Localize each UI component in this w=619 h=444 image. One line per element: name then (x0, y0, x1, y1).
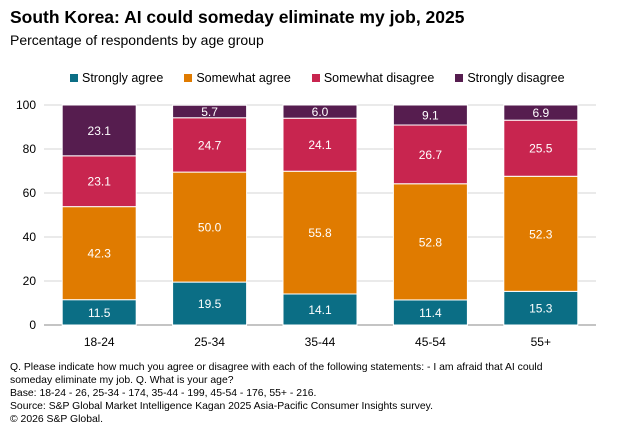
legend-label: Strongly disagree (467, 71, 565, 85)
x-tick-label: 55+ (531, 335, 551, 349)
data-label: 11.4 (419, 306, 442, 320)
footnote-base: Base: 18-24 - 26, 25-34 - 174, 35-44 - 1… (10, 388, 317, 399)
bar-segment-strongly-disagree (172, 104, 248, 119)
data-label: 14.1 (308, 303, 332, 317)
data-label: 24.7 (198, 138, 222, 152)
data-label: 11.5 (88, 306, 111, 320)
bar-segment-strongly-disagree (61, 104, 137, 157)
legend-item-somewhat-disagree: Somewhat disagree (311, 71, 435, 85)
bar-segment-somewhat-disagree (172, 117, 248, 173)
bar-segment-somewhat-disagree (392, 124, 468, 185)
data-label: 6.9 (532, 106, 549, 120)
bar-segment-somewhat-disagree (61, 155, 137, 208)
data-label: 26.7 (419, 148, 443, 162)
data-label: 25.5 (529, 142, 553, 156)
bar-segment-strongly-agree (61, 299, 137, 326)
bar-segment-somewhat-agree (282, 170, 358, 295)
bar-segment-strongly-disagree (503, 104, 579, 121)
data-label: 50.0 (198, 221, 222, 235)
legend-label: Strongly agree (82, 71, 164, 85)
data-label: 19.5 (198, 297, 222, 311)
y-tick-label: 20 (23, 274, 37, 288)
legend-label: Somewhat disagree (323, 71, 435, 85)
data-label: 9.1 (422, 109, 439, 123)
y-tick-label: 60 (23, 186, 37, 200)
bar-segment-somewhat-disagree (282, 117, 358, 172)
data-label: 5.7 (201, 105, 218, 119)
footnote-source: Source: S&P Global Market Intelligence K… (10, 401, 433, 412)
stacked-bar-chart: 0 20 40 60 80 100 11.5 42.3 23.1 23.1 18-24 19.5 50.… (16, 98, 596, 349)
y-tick-label: 100 (16, 98, 36, 112)
x-tick-label: 18-24 (84, 335, 115, 349)
legend-swatch (311, 74, 320, 82)
x-tick-label: 45-54 (415, 335, 446, 349)
chart-subtitle: Percentage of respondents by age group (10, 32, 264, 48)
data-label: 42.3 (88, 247, 112, 261)
y-tick-label: 0 (29, 318, 36, 332)
data-label: 23.1 (88, 175, 112, 189)
chart-legend: Strongly agree Somewhat agree Somewhat dis… (70, 70, 586, 86)
data-label: 52.8 (419, 235, 443, 249)
bar-segment-somewhat-agree (503, 175, 579, 292)
bar-segment-strongly-agree (172, 281, 248, 326)
bar-segment-strongly-agree (282, 293, 358, 326)
legend-swatch (455, 74, 464, 82)
x-tick-label: 35-44 (305, 335, 336, 349)
bar-segment-strongly-agree (503, 290, 579, 326)
bar-segment-somewhat-agree (172, 171, 248, 283)
data-label: 55.8 (308, 226, 332, 240)
footnote-copyright: © 2026 S&P Global. (10, 414, 103, 425)
chart-title: South Korea: AI could someday eliminate … (10, 7, 465, 27)
legend-item-somewhat-agree: Somewhat agree (184, 71, 291, 85)
y-tick-label: 40 (23, 230, 37, 244)
data-label: 23.1 (88, 124, 112, 138)
bar-segment-strongly-disagree (392, 104, 468, 126)
bar-segment-somewhat-agree (61, 206, 137, 301)
bar-segment-somewhat-agree (392, 183, 468, 301)
footnote-question-line-2: someday eliminate my job. Q. What is you… (10, 375, 234, 386)
legend-swatch (70, 74, 78, 82)
data-label: 6.0 (312, 105, 329, 119)
bar-segment-strongly-agree (392, 299, 468, 326)
footnotes: Q. Please indicate how much you agree or… (10, 361, 615, 426)
legend-label: Somewhat agree (196, 71, 291, 85)
data-label: 52.3 (529, 227, 553, 241)
legend-item-strongly-agree: Strongly agree (70, 71, 163, 85)
data-label: 24.1 (308, 138, 332, 152)
legend-swatch (184, 74, 193, 82)
bar-segment-strongly-disagree (282, 104, 358, 119)
data-label: 15.3 (529, 302, 553, 316)
footnote-question-line-1: Q. Please indicate how much you agree or… (10, 362, 543, 373)
bar-segment-somewhat-disagree (503, 119, 579, 177)
x-tick-label: 25-34 (194, 335, 225, 349)
legend-item-strongly-disagree: Strongly disagree (455, 71, 565, 85)
y-tick-label: 80 (23, 142, 37, 156)
